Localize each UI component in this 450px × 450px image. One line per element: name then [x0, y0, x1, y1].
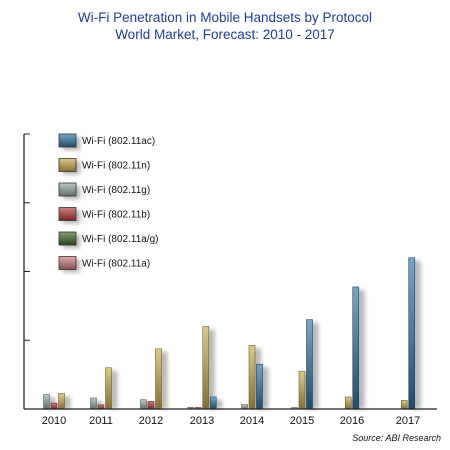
legend-swatch	[58, 207, 77, 221]
bar	[50, 402, 58, 410]
legend-swatch	[58, 182, 77, 197]
y-ticks	[24, 133, 30, 410]
bar	[306, 319, 313, 410]
bar-shadow	[356, 289, 365, 409]
legend-swatch	[58, 231, 77, 246]
bar	[105, 367, 112, 410]
bar	[344, 396, 352, 410]
bar	[209, 396, 217, 410]
bar	[400, 400, 408, 410]
bar	[43, 394, 50, 410]
bar-shadow	[260, 367, 269, 409]
legend-label: Wi-Fi (802.11b)	[82, 210, 150, 221]
x-tick-label: 2017	[396, 415, 420, 427]
bar-shadow	[109, 370, 118, 409]
source-note: Source: ABI Research	[352, 433, 441, 443]
bar	[352, 286, 360, 410]
legend-swatch	[58, 133, 77, 148]
bar	[58, 393, 65, 410]
bar	[155, 348, 162, 410]
bar-shadow	[310, 322, 319, 409]
x-tick-label: 2015	[290, 415, 314, 427]
bar-shadow	[412, 260, 421, 409]
bar-shadow	[62, 396, 71, 409]
axes	[23, 133, 437, 410]
chart-subtitle: World Market, Forecast: 2010 - 2017	[115, 27, 335, 42]
legend-label: Wi-Fi (802.11n)	[82, 161, 150, 172]
x-tick-label: 2012	[139, 415, 163, 427]
bars-layer	[43, 257, 421, 410]
bar	[202, 326, 210, 410]
bar	[298, 370, 306, 410]
legend-label: Wi-Fi (802.11a)	[82, 259, 150, 270]
bar-shadow	[214, 399, 223, 409]
bar	[256, 364, 263, 410]
bar	[241, 404, 248, 410]
legend: Wi-Fi (802.11ac) Wi-Fi (802.11n) Wi-Fi (80…	[58, 133, 159, 273]
x-tick-label: 2013	[190, 415, 214, 427]
legend-swatch	[58, 256, 77, 270]
bar	[408, 257, 416, 410]
x-tick-label: 2014	[240, 415, 264, 427]
bar	[90, 397, 97, 410]
bar-shadow	[206, 329, 215, 409]
x-tick-label: 2016	[340, 415, 364, 427]
x-tick-label: 2011	[89, 415, 113, 427]
x-tick-labels: 2010 2011 2012 2013 2014 2015 2016 2017	[42, 415, 420, 427]
bar	[140, 399, 147, 410]
chart-title: Wi-Fi Penetration in Mobile Handsets by …	[78, 10, 372, 25]
bar	[147, 401, 155, 410]
bar	[248, 345, 256, 410]
x-tick-label: 2010	[42, 415, 66, 427]
legend-label: Wi-Fi (802.11g)	[82, 185, 150, 196]
legend-label: Wi-Fi (802.11a/g)	[82, 234, 159, 245]
bar-shadow	[159, 351, 168, 409]
legend-swatch	[58, 158, 77, 172]
legend-label: Wi-Fi (802.11ac)	[82, 136, 155, 147]
